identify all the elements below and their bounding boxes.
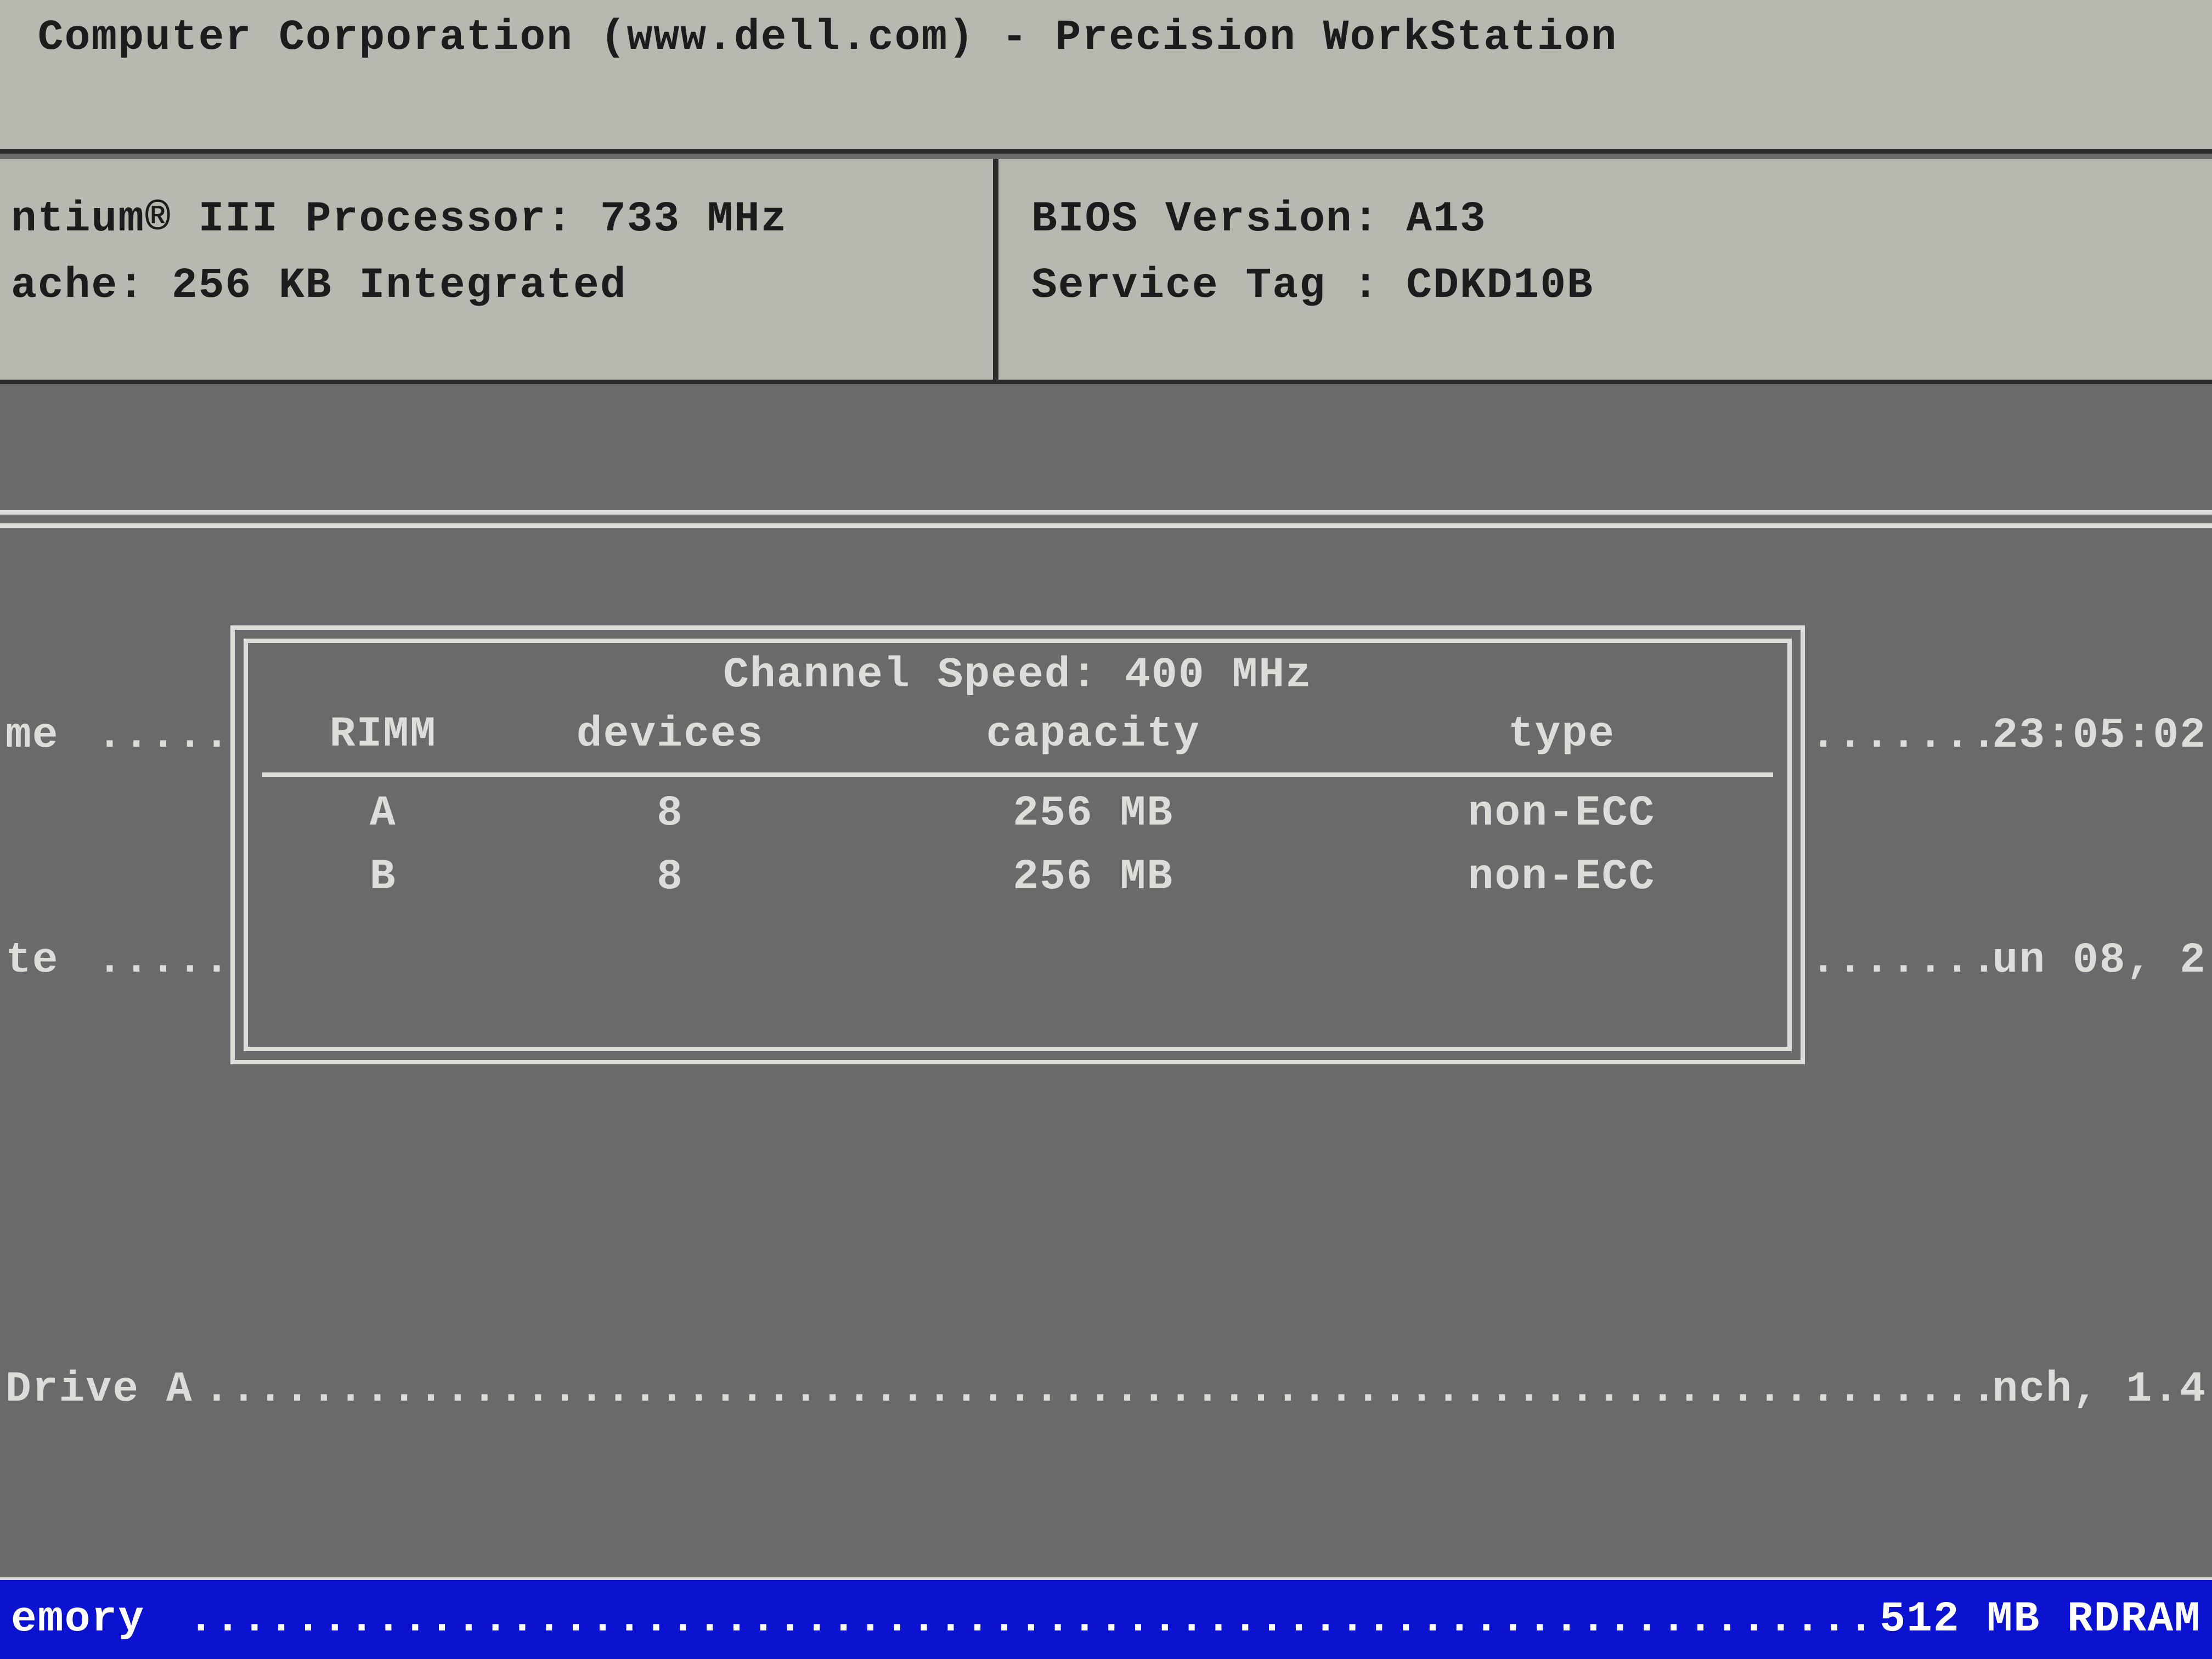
cell-capacity: 256 MB xyxy=(837,775,1350,840)
setting-label: me xyxy=(5,698,86,774)
cell-devices: 8 xyxy=(504,775,837,840)
footer-value: 512 MB RDRAM xyxy=(1880,1598,2201,1641)
col-type: type xyxy=(1350,708,1773,775)
setting-value[interactable]: un 08, 2 xyxy=(1993,923,2207,998)
cpu-line: ntium® III Processor: 733 MHz xyxy=(11,195,787,244)
cache-line: ache: 256 KB Integrated xyxy=(11,262,627,310)
cell-devices: 8 xyxy=(504,840,837,904)
cell-capacity: 256 MB xyxy=(837,840,1350,904)
header-title: Computer Corporation (www.dell.com) - Pr… xyxy=(11,16,2212,59)
setting-dots: ........................................… xyxy=(193,1352,1993,1427)
main-panel: me .....................................… xyxy=(0,384,2212,1580)
service-tag-line: Service Tag : CDKD10B xyxy=(1031,262,1594,310)
info-left-cell: ntium® III Processor: 733 MHz ache: 256 … xyxy=(0,159,998,380)
rimm-table-row: B 8 256 MB non-ECC xyxy=(262,840,1773,904)
footer-bar: emory ..................................… xyxy=(0,1577,2212,1659)
cell-rimm: B xyxy=(262,840,504,904)
cell-type: non-ECC xyxy=(1350,775,1773,840)
bios-screen: Computer Corporation (www.dell.com) - Pr… xyxy=(0,0,2212,1659)
header-band: Computer Corporation (www.dell.com) - Pr… xyxy=(0,0,2212,154)
footer-label: emory xyxy=(11,1598,172,1641)
col-capacity: capacity xyxy=(837,708,1350,775)
setting-gap xyxy=(0,1148,2212,1203)
cell-rimm: A xyxy=(262,775,504,840)
rimm-table: RIMM devices capacity type A 8 256 MB no… xyxy=(262,708,1773,904)
footer-dots: ........................................… xyxy=(172,1598,1880,1641)
setting-label: te xyxy=(5,923,86,998)
channel-speed-label: Channel Speed: 400 MHz xyxy=(262,654,1773,697)
col-devices: devices xyxy=(504,708,837,775)
col-rimm: RIMM xyxy=(262,708,504,775)
info-right-cell: BIOS Version: A13 Service Tag : CDKD10B xyxy=(998,159,2212,380)
rimm-table-row: A 8 256 MB non-ECC xyxy=(262,775,1773,840)
setting-row-drive-a[interactable]: Drive A ................................… xyxy=(0,1352,2212,1427)
rimm-table-header: RIMM devices capacity type xyxy=(262,708,1773,775)
info-band: ntium® III Processor: 733 MHz ache: 256 … xyxy=(0,159,2212,384)
cell-type: non-ECC xyxy=(1350,840,1773,904)
setting-value[interactable]: nch, 1.4 xyxy=(1993,1352,2207,1427)
setting-label: Drive A xyxy=(5,1352,193,1427)
rimm-popup: Channel Speed: 400 MHz RIMM devices capa… xyxy=(230,625,1805,1064)
bios-version-line: BIOS Version: A13 xyxy=(1031,195,1487,244)
setting-value[interactable]: 23:05:02 xyxy=(1993,698,2207,774)
